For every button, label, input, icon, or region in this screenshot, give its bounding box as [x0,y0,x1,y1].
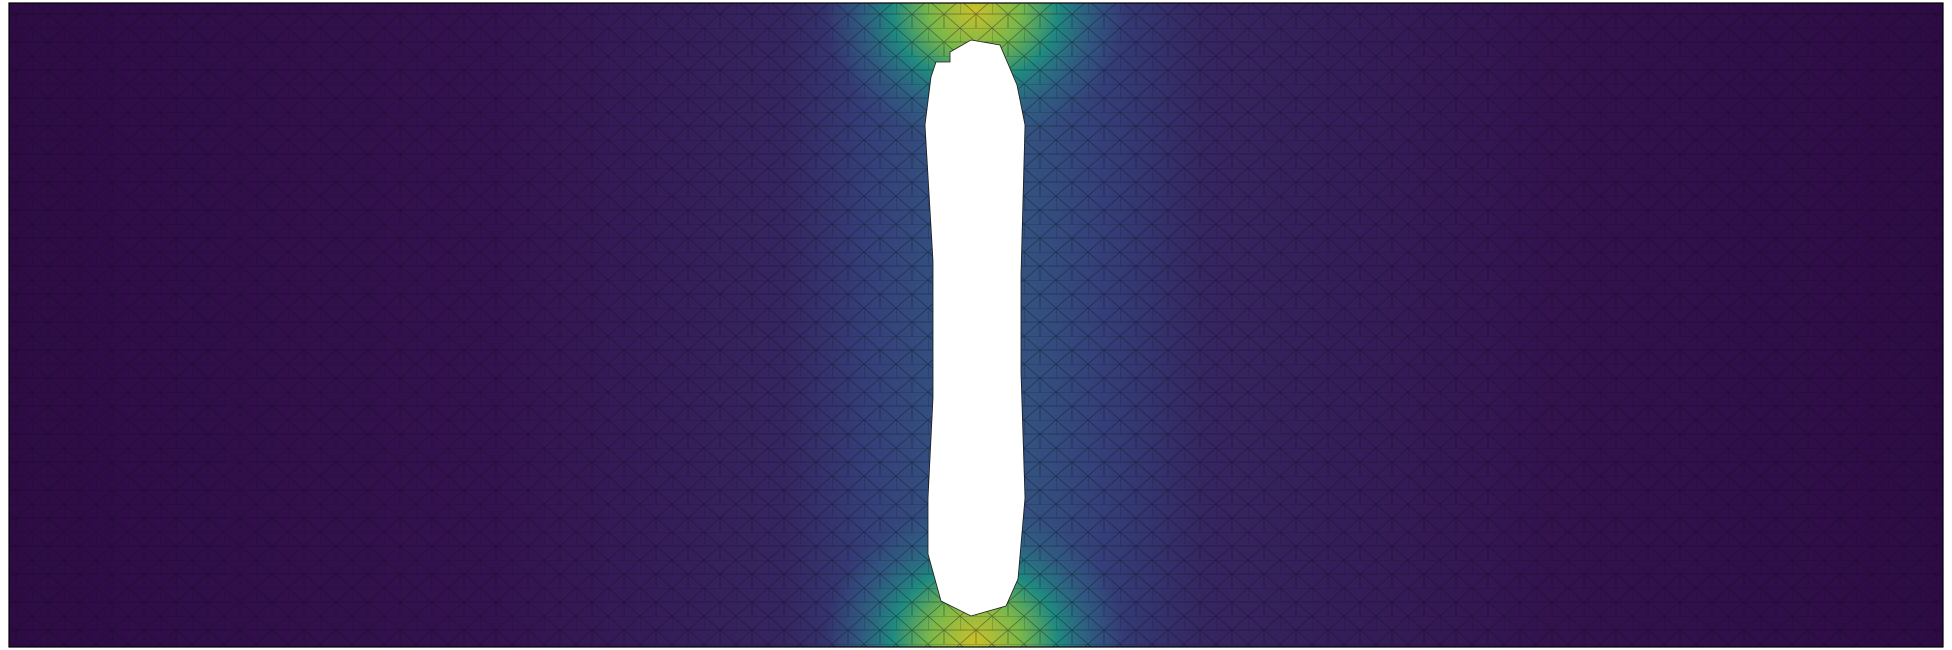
domain-border [8,2,1944,648]
crack-hole [924,39,1026,617]
